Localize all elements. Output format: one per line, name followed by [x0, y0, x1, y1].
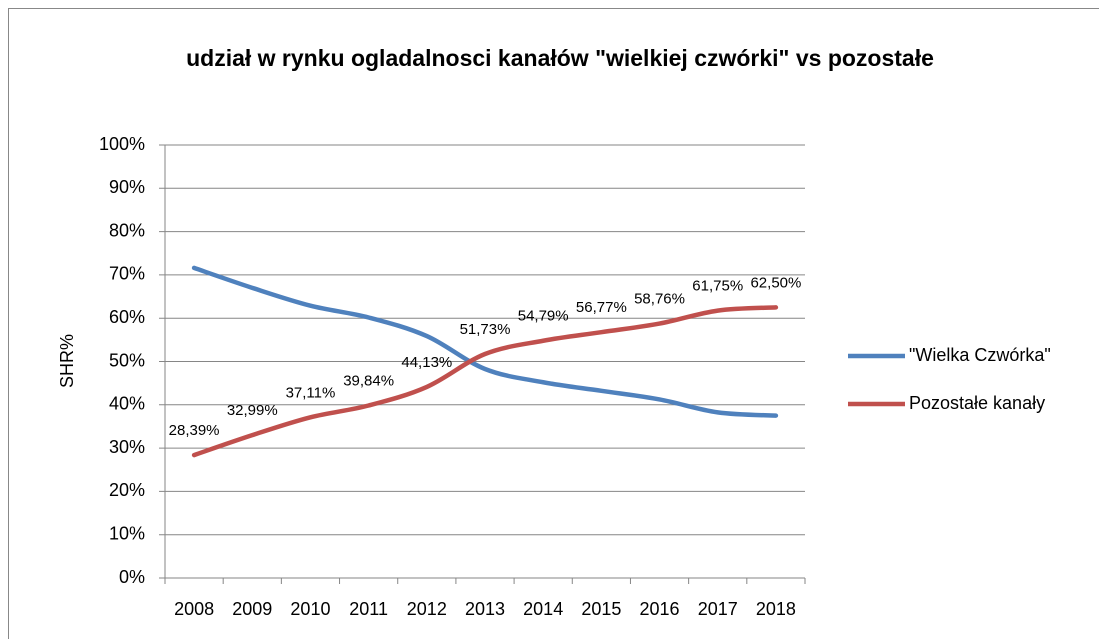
y-tick-label: 90%: [109, 177, 145, 197]
y-tick-label: 20%: [109, 480, 145, 500]
series-line: [191, 265, 779, 418]
x-tick-label: 2014: [523, 599, 563, 619]
y-tick-label: 50%: [109, 350, 145, 370]
x-tick-label: 2012: [407, 599, 447, 619]
data-label: 37,11%: [286, 384, 336, 401]
series-line: [191, 305, 779, 458]
legend-label: Pozostałe kanały: [909, 393, 1045, 413]
x-tick-label: 2008: [174, 599, 214, 619]
data-label: 54,79%: [518, 308, 569, 325]
y-tick-label: 100%: [99, 134, 145, 154]
y-tick-label: 80%: [109, 220, 145, 240]
y-tick-label: 60%: [109, 307, 145, 327]
x-tick-label: 2016: [640, 599, 680, 619]
legend-label: "Wielka Czwórka": [909, 345, 1051, 365]
x-tick-label: 2011: [349, 599, 388, 619]
y-tick-label: 0%: [119, 567, 145, 587]
chart-border: [8, 8, 1099, 639]
y-tick-label: 30%: [109, 437, 145, 457]
y-tick-label: 10%: [109, 523, 145, 543]
chart-title: udział w rynku ogladalnosci kanałów "wie…: [186, 45, 934, 71]
data-label: 56,77%: [576, 299, 627, 316]
data-label: 44,13%: [401, 354, 452, 371]
x-tick-label: 2010: [290, 599, 330, 619]
data-label: 32,99%: [227, 402, 278, 419]
x-tick-label: 2017: [698, 599, 738, 619]
x-tick-label: 2013: [465, 599, 505, 619]
data-label: 62,50%: [750, 274, 801, 291]
data-label: 39,84%: [343, 372, 394, 389]
y-tick-label: 40%: [109, 394, 145, 414]
x-tick-label: 2009: [232, 599, 272, 619]
x-tick-label: 2018: [756, 599, 796, 619]
y-axis-label: SHR%: [57, 334, 77, 388]
data-label: 51,73%: [460, 321, 511, 338]
x-tick-label: 2015: [581, 599, 621, 619]
data-label: 28,39%: [169, 422, 220, 439]
y-tick-label: 70%: [109, 264, 145, 284]
data-label: 58,76%: [634, 291, 685, 308]
data-label: 61,75%: [692, 278, 743, 295]
